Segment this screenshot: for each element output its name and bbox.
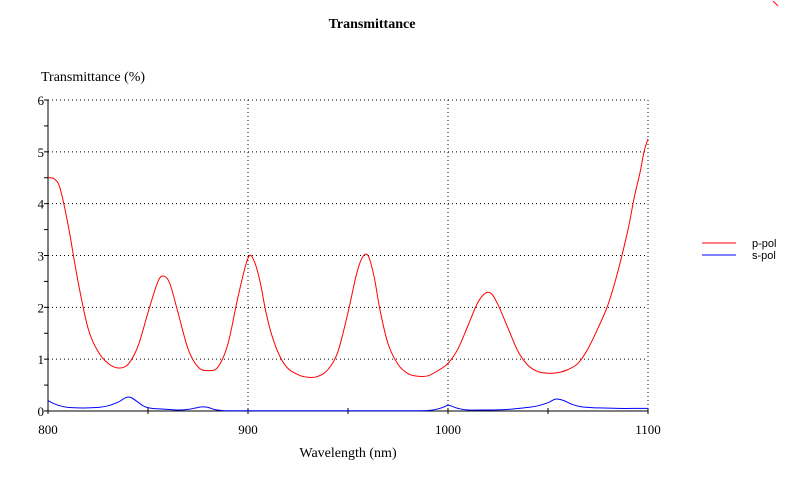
legend-label-s-pol: s-pol: [752, 250, 776, 262]
x-tick-label: 1000: [435, 422, 461, 437]
y-tick-label: 0: [38, 404, 45, 419]
chart-title: Transmittance: [329, 17, 416, 32]
legend-label-p-pol: p-pol: [752, 238, 776, 250]
y-tick-label: 3: [38, 249, 45, 264]
x-tick-label: 900: [238, 422, 258, 437]
grid: [48, 99, 649, 411]
y-tick-label: 1: [38, 352, 45, 367]
x-axis-label: Wavelength (nm): [299, 446, 397, 461]
y-tick-label: 2: [38, 300, 45, 315]
y-tick-label: 4: [38, 197, 45, 212]
x-tick-label: 800: [38, 422, 58, 437]
series-lines: [47, 138, 649, 412]
series-line-p-pol: [47, 138, 649, 378]
y-tick-label: 5: [38, 145, 45, 160]
axes: [44, 99, 649, 414]
tick-labels: 0 1 2 3 4 5 6 800 900 1000 1100: [38, 93, 661, 437]
corner-mark: [772, 0, 779, 7]
y-axis-label: Transmittance (%): [41, 70, 145, 85]
series-line-s-pol: [47, 396, 648, 412]
y-tick-label: 6: [38, 93, 45, 108]
x-tick-label: 1100: [635, 422, 661, 437]
